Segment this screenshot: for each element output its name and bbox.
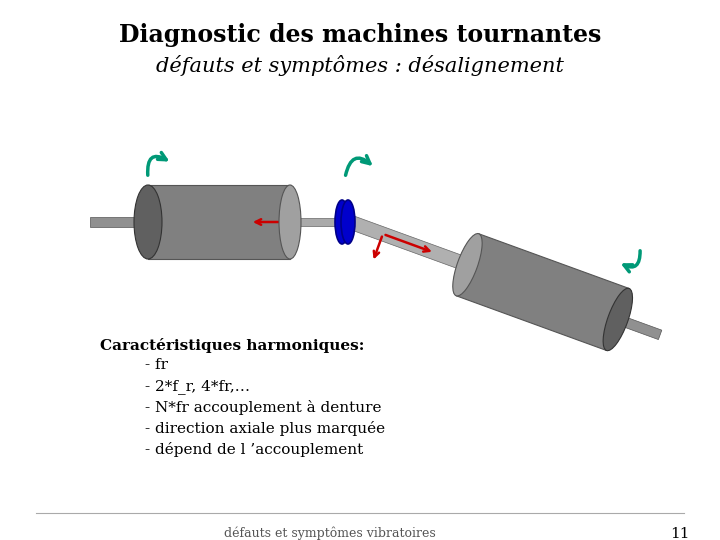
Text: - direction axiale plus marquée: - direction axiale plus marquée xyxy=(145,421,385,436)
Ellipse shape xyxy=(341,200,355,244)
Ellipse shape xyxy=(335,200,349,244)
Polygon shape xyxy=(90,217,150,227)
Polygon shape xyxy=(348,215,474,273)
Polygon shape xyxy=(456,234,629,350)
Text: Diagnostic des machines tournantes: Diagnostic des machines tournantes xyxy=(119,23,601,47)
Text: - N*fr accouplement à denture: - N*fr accouplement à denture xyxy=(145,400,382,415)
Text: - 2*f_r, 4*fr,…: - 2*f_r, 4*fr,… xyxy=(145,379,250,394)
Ellipse shape xyxy=(279,185,301,259)
Text: Caractéristiques harmoniques:: Caractéristiques harmoniques: xyxy=(100,338,364,353)
Polygon shape xyxy=(288,218,345,226)
Text: - dépend de l ’accouplement: - dépend de l ’accouplement xyxy=(145,442,364,457)
Polygon shape xyxy=(616,315,662,340)
Text: défauts et symptômes vibratoires: défauts et symptômes vibratoires xyxy=(224,527,436,540)
Text: 11: 11 xyxy=(670,527,690,540)
Ellipse shape xyxy=(134,185,162,259)
Polygon shape xyxy=(148,185,290,259)
Text: - fr: - fr xyxy=(145,358,168,372)
Ellipse shape xyxy=(603,288,632,350)
Ellipse shape xyxy=(453,234,482,296)
Text: défauts et symptômes : désalignement: défauts et symptômes : désalignement xyxy=(156,55,564,76)
